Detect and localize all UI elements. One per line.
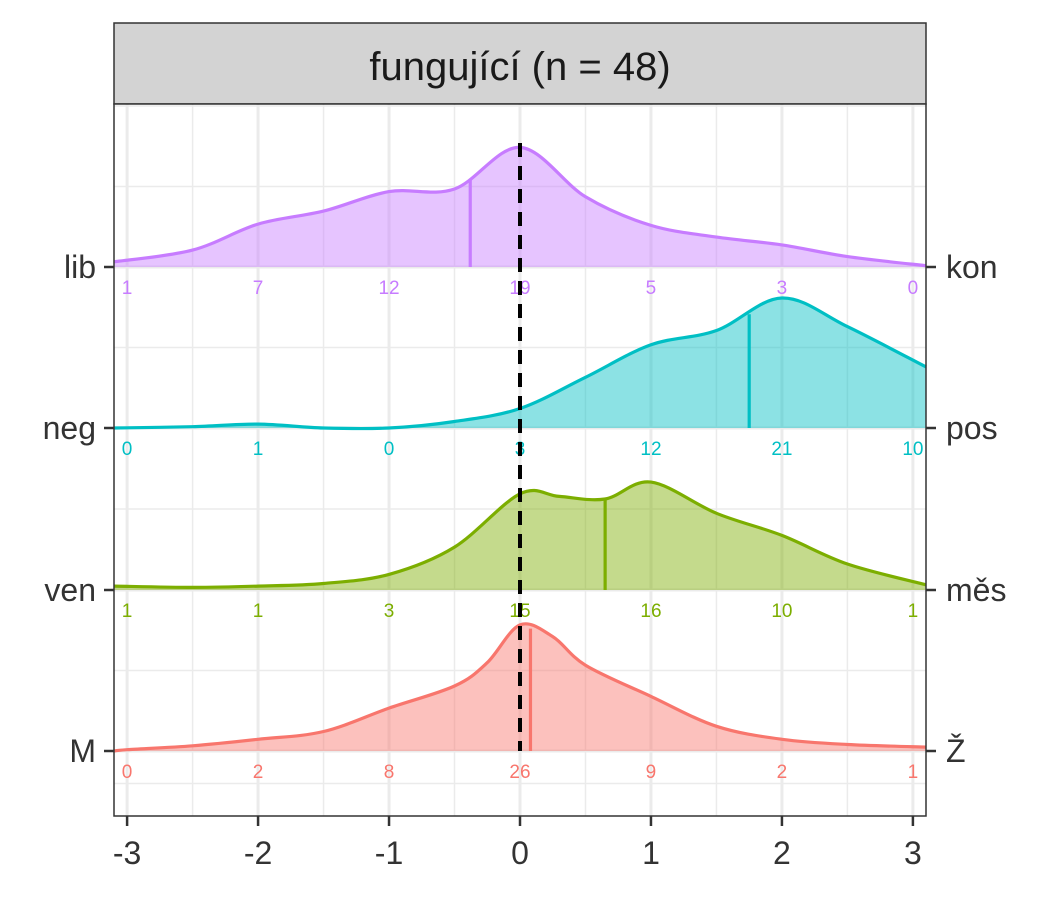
y-right-tick-label: pos bbox=[946, 410, 998, 446]
count-label: 3 bbox=[384, 601, 395, 622]
x-tick-label: 1 bbox=[642, 835, 660, 871]
y-left-tick-label: ven bbox=[44, 572, 96, 608]
count-label: 10 bbox=[902, 439, 923, 460]
count-label: 12 bbox=[640, 439, 661, 460]
x-tick-label: -2 bbox=[244, 835, 272, 871]
count-label: 0 bbox=[384, 439, 395, 460]
count-label: 2 bbox=[253, 762, 264, 783]
y-right-tick-label: kon bbox=[946, 249, 998, 285]
count-label: 0 bbox=[908, 278, 919, 299]
count-label: 26 bbox=[509, 762, 530, 783]
x-tick-label: -1 bbox=[375, 835, 403, 871]
count-label: 0 bbox=[122, 762, 133, 783]
count-label: 21 bbox=[771, 439, 792, 460]
x-tick-label: 2 bbox=[773, 835, 791, 871]
count-label: 1 bbox=[253, 439, 264, 460]
count-label: 3 bbox=[777, 278, 788, 299]
y-right-tick-label: Ž bbox=[946, 733, 966, 769]
count-label: 7 bbox=[253, 278, 264, 299]
count-label: 10 bbox=[771, 601, 792, 622]
facet-strip-background bbox=[113, 22, 927, 105]
plot-panel: 0282692111315161010103122110171219530 bbox=[113, 103, 927, 817]
density-area bbox=[114, 297, 926, 429]
y-left-tick-label: neg bbox=[43, 410, 96, 446]
y-left-tick-label: lib bbox=[64, 249, 96, 285]
y-left-tick-label: M bbox=[69, 733, 96, 769]
x-tick-label: 0 bbox=[511, 835, 529, 871]
count-label: 16 bbox=[640, 601, 661, 622]
y-right-tick-label: měs bbox=[946, 572, 1006, 608]
count-label: 12 bbox=[378, 278, 399, 299]
count-label: 1 bbox=[908, 762, 919, 783]
x-tick-label: 3 bbox=[904, 835, 922, 871]
count-label: 0 bbox=[122, 439, 133, 460]
count-label: 8 bbox=[384, 762, 395, 783]
density-line bbox=[113, 480, 927, 590]
count-label: 1 bbox=[253, 601, 264, 622]
ridge-M-Ž: 0 2 8 26 9 2 1 bbox=[113, 622, 927, 783]
density-line bbox=[113, 622, 927, 753]
count-label: 1 bbox=[122, 278, 133, 299]
facet-strip: fungující (n = 48) bbox=[113, 22, 927, 105]
density-area bbox=[114, 623, 926, 751]
count-label: 1 bbox=[122, 601, 133, 622]
count-label: 1 bbox=[908, 601, 919, 622]
count-label: 9 bbox=[646, 762, 657, 783]
density-area bbox=[114, 147, 926, 267]
facet-title: fungující (n = 48) bbox=[369, 45, 670, 89]
count-label: 2 bbox=[777, 762, 788, 783]
count-label: 5 bbox=[646, 278, 657, 299]
x-tick-label: -3 bbox=[113, 835, 141, 871]
